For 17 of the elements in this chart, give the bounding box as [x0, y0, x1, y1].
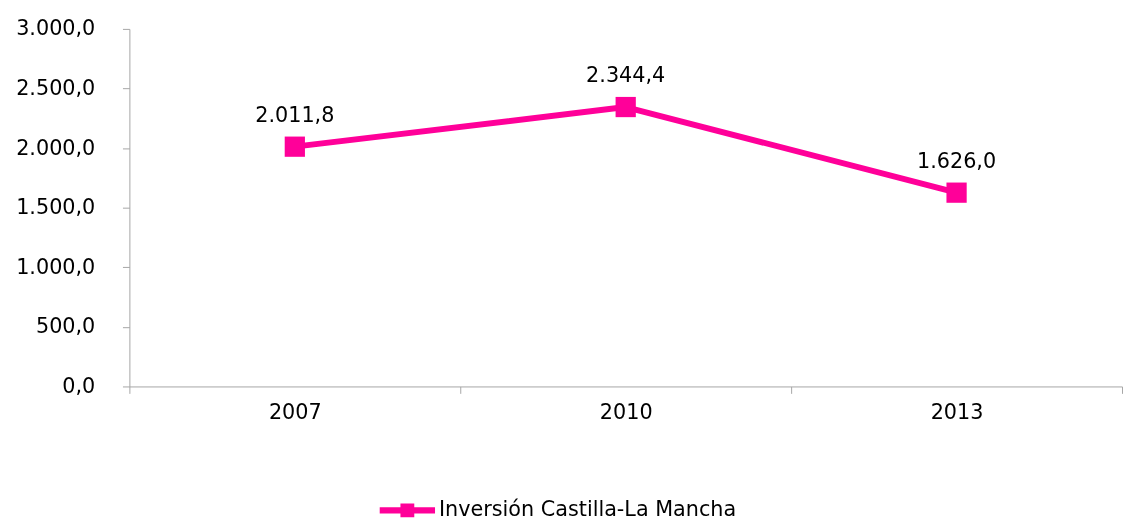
- x-tick-label: 2010: [599, 399, 653, 424]
- y-tick-label: 2.000,0: [16, 135, 96, 160]
- point: [615, 96, 636, 118]
- y-tick-label: 500,0: [35, 314, 96, 339]
- data-label: 1.626,0: [917, 148, 997, 173]
- y-tick-label: 1.500,0: [16, 195, 96, 220]
- data-label: 2.344,4: [586, 63, 666, 88]
- point: [946, 182, 967, 203]
- x-tick-label: 2013: [930, 399, 984, 424]
- legend-label: Inversión Castilla-La Mancha: [438, 497, 737, 522]
- y-tick-label: 3.000,0: [16, 16, 96, 41]
- point: [284, 136, 305, 157]
- data-label: 2.011,8: [255, 102, 335, 127]
- x-tick-label: 2007: [268, 399, 322, 424]
- y-tick-label: 2.500,0: [16, 75, 96, 100]
- y-tick-label: 1.000,0: [16, 254, 96, 279]
- y-tick-label: 0,0: [62, 373, 96, 398]
